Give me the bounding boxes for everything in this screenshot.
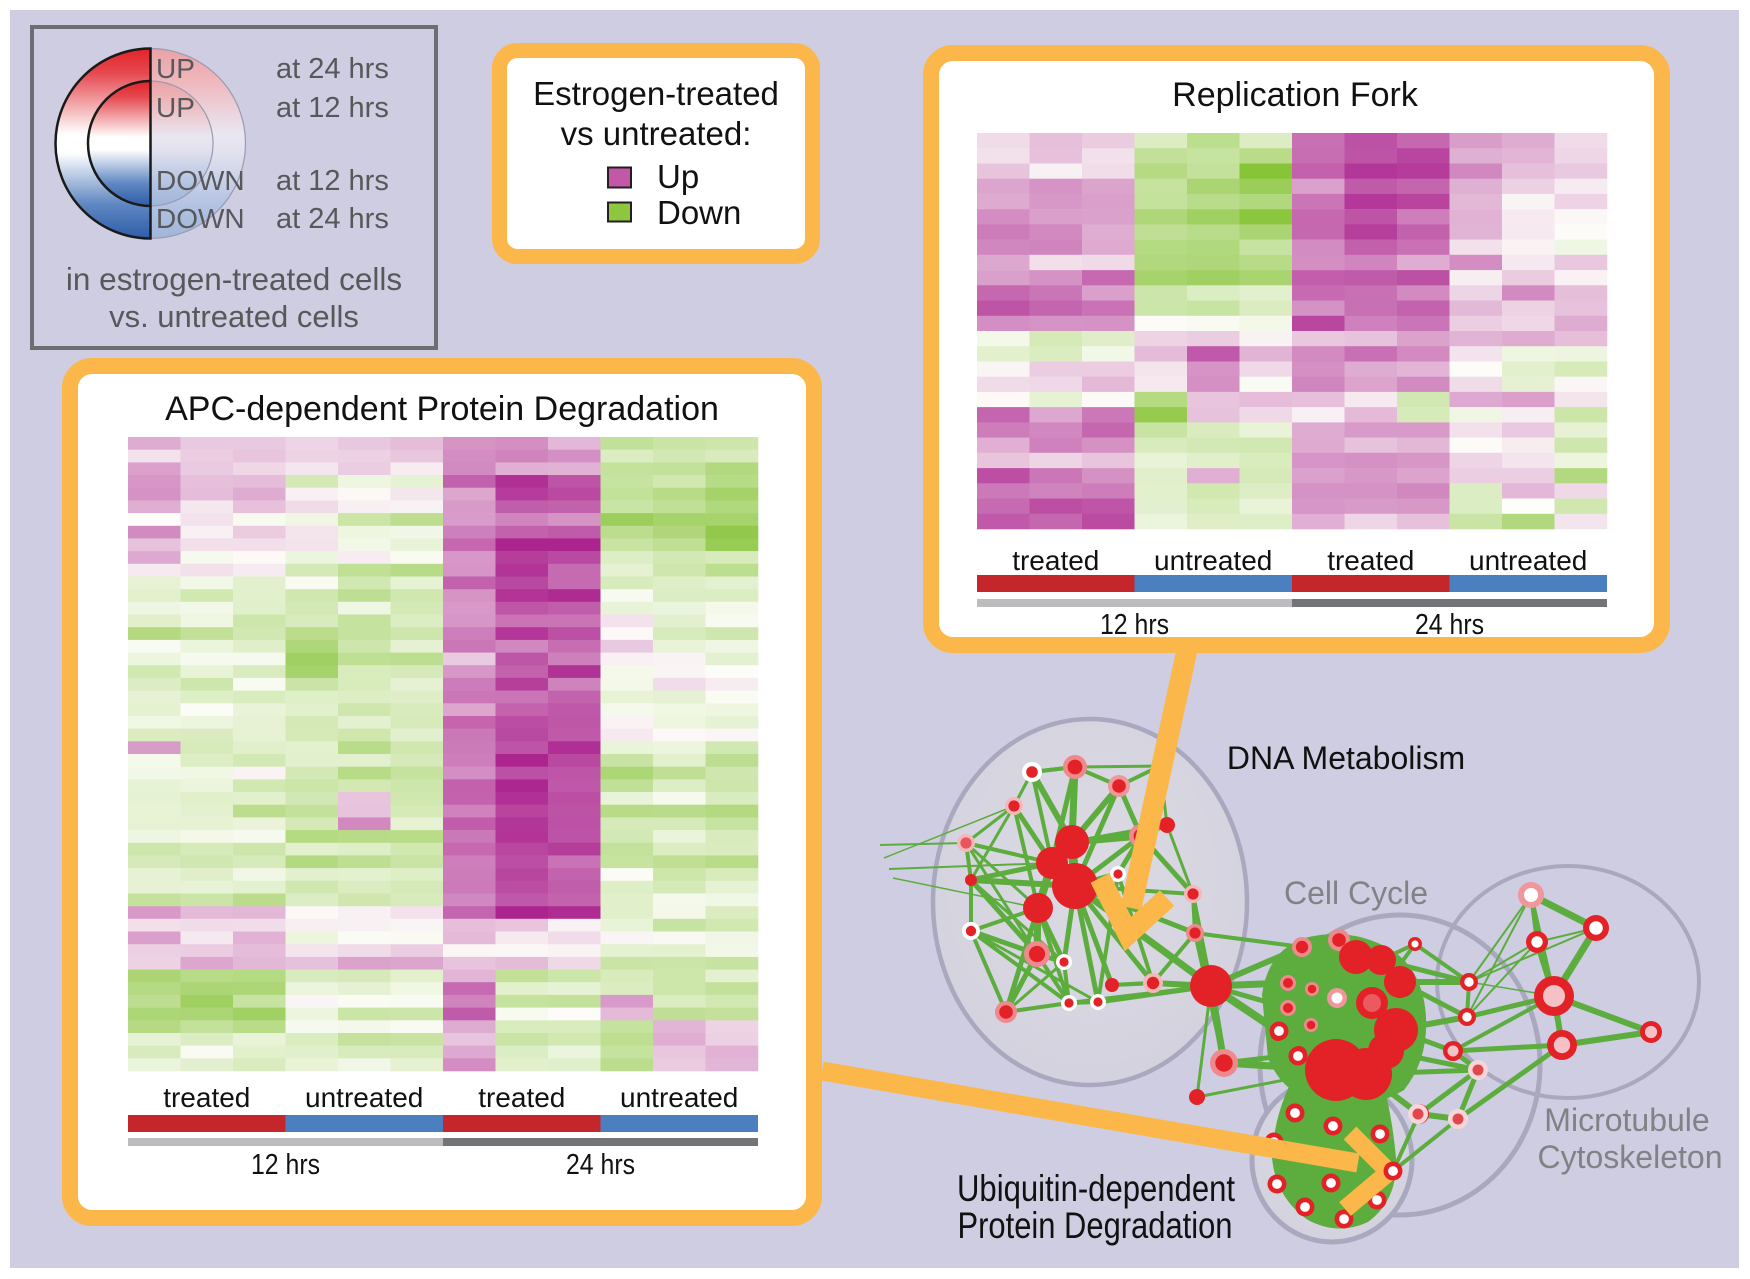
svg-text:at 12 hrs: at 12 hrs <box>276 92 389 124</box>
svg-text:24 hrs: 24 hrs <box>566 1149 635 1181</box>
svg-text:UP: UP <box>156 53 195 84</box>
svg-text:vs. untreated cells: vs. untreated cells <box>109 299 359 334</box>
svg-text:DNA Metabolism: DNA Metabolism <box>1227 740 1465 776</box>
svg-text:Replication Fork: Replication Fork <box>1172 76 1419 114</box>
svg-text:treated: treated <box>1012 545 1099 576</box>
svg-text:Cytoskeleton: Cytoskeleton <box>1538 1139 1723 1175</box>
svg-text:at 24 hrs: at 24 hrs <box>276 203 389 235</box>
svg-text:DOWN: DOWN <box>156 165 245 196</box>
svg-text:UP: UP <box>156 92 195 123</box>
svg-text:Down: Down <box>657 194 741 231</box>
svg-text:untreated: untreated <box>305 1082 423 1113</box>
svg-text:untreated: untreated <box>1469 545 1587 576</box>
svg-text:treated: treated <box>478 1082 565 1113</box>
svg-text:treated: treated <box>1327 545 1414 576</box>
svg-text:at 24 hrs: at 24 hrs <box>276 53 389 85</box>
svg-text:vs untreated:: vs untreated: <box>561 115 752 152</box>
svg-text:24 hrs: 24 hrs <box>1415 609 1484 641</box>
svg-text:Up: Up <box>657 158 699 195</box>
svg-text:Protein Degradation: Protein Degradation <box>958 1205 1233 1246</box>
svg-text:treated: treated <box>163 1082 250 1113</box>
svg-text:Microtubule: Microtubule <box>1544 1102 1709 1138</box>
svg-text:untreated: untreated <box>620 1082 738 1113</box>
svg-text:Cell Cycle: Cell Cycle <box>1284 875 1428 911</box>
svg-text:Estrogen-treated: Estrogen-treated <box>533 75 779 112</box>
svg-text:12 hrs: 12 hrs <box>251 1149 320 1181</box>
svg-text:in estrogen-treated cells: in estrogen-treated cells <box>66 261 402 297</box>
svg-text:APC-dependent Protein Degradat: APC-dependent Protein Degradation <box>165 390 719 428</box>
svg-text:12 hrs: 12 hrs <box>1100 609 1169 641</box>
svg-text:at 12 hrs: at 12 hrs <box>276 165 389 197</box>
svg-text:DOWN: DOWN <box>156 203 245 234</box>
svg-text:Ubiquitin-dependent: Ubiquitin-dependent <box>957 1168 1236 1209</box>
svg-text:untreated: untreated <box>1154 545 1272 576</box>
